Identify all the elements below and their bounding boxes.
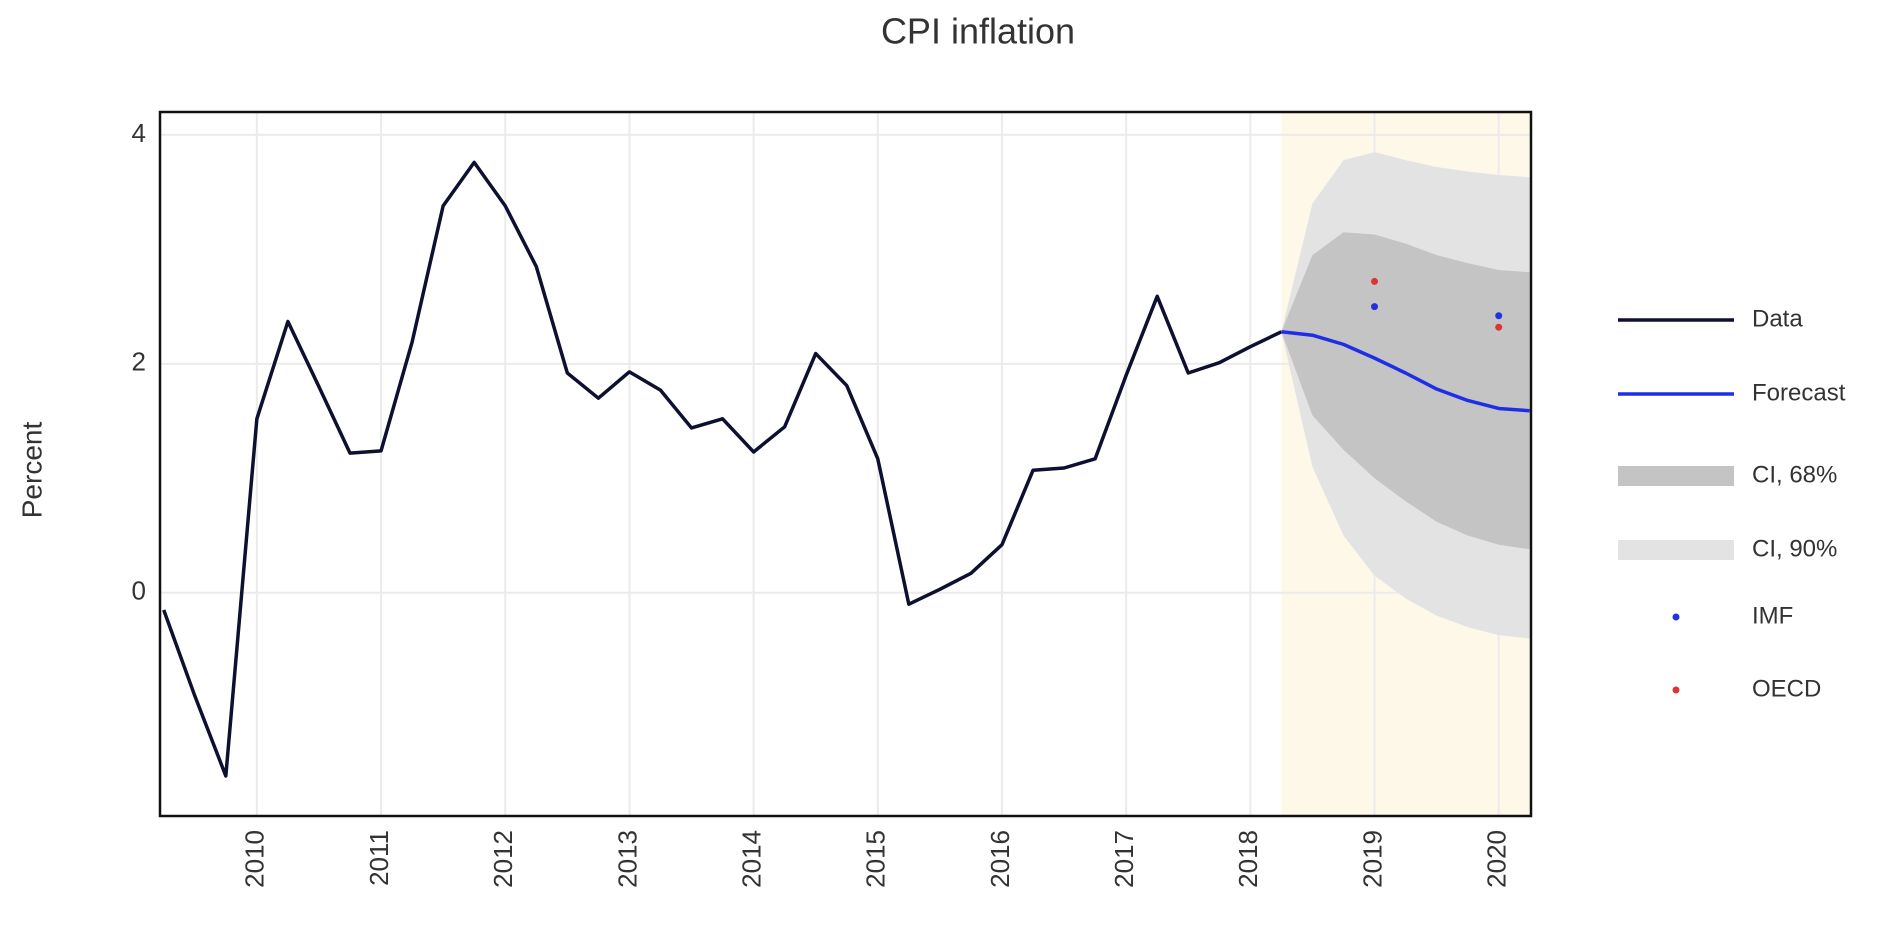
- ci-band: [1281, 232, 1530, 550]
- x-tick-label: 2020: [1482, 830, 1512, 888]
- legend-label: Forecast: [1752, 379, 1846, 406]
- x-tick-label: 2017: [1109, 830, 1139, 888]
- y-tick-label: 0: [132, 576, 146, 606]
- legend-label: CI, 68%: [1752, 461, 1837, 488]
- x-tick-label: 2018: [1233, 830, 1263, 888]
- y-tick-label: 2: [132, 347, 146, 377]
- line: [162, 160, 1283, 778]
- point: [1371, 303, 1379, 311]
- legend-label: IMF: [1752, 602, 1793, 629]
- y-tick-label: 4: [132, 118, 146, 148]
- legend-label: CI, 90%: [1752, 535, 1837, 562]
- x-tick-label: 2011: [364, 830, 394, 886]
- x-tick-label: 2013: [612, 830, 642, 888]
- legend-point: [1672, 613, 1680, 621]
- legend-band: [1618, 540, 1734, 560]
- x-tick-label: 2019: [1357, 830, 1387, 888]
- point: [1495, 323, 1503, 331]
- legend-label: OECD: [1752, 675, 1821, 702]
- x-tick-label: 2015: [861, 830, 891, 888]
- legend-band: [1618, 466, 1734, 486]
- x-tick-label: 2012: [488, 830, 518, 888]
- line: [1281, 330, 1530, 413]
- y-axis-label: Percent: [16, 422, 47, 519]
- legend-point: [1672, 686, 1680, 694]
- x-tick-label: 2010: [240, 830, 270, 888]
- chart-title: CPI inflation: [881, 11, 1075, 52]
- legend-label: Data: [1752, 305, 1803, 332]
- x-tick-label: 2016: [985, 830, 1015, 888]
- point: [1371, 277, 1379, 285]
- x-tick-label: 2014: [736, 830, 766, 888]
- plot-border: [158, 110, 1533, 818]
- point: [1495, 312, 1503, 320]
- plot: [160, 112, 1531, 816]
